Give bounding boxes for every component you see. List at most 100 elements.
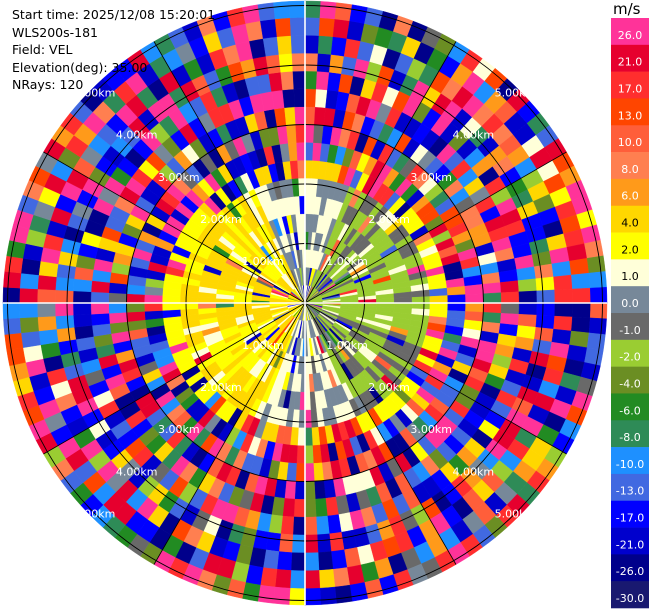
ring-label: 1.00km [326,255,368,268]
gate-cell [334,2,353,22]
gate-cell [447,294,466,304]
gate-cell [318,17,336,37]
gate-cell [276,551,293,571]
radial-line [304,41,457,304]
gate-cell [554,302,574,318]
gate-cell [37,274,57,291]
scan-info-panel: Start time: 2025/12/08 15:20:01 WLS200s-… [12,6,215,94]
gate-cell [3,271,22,289]
ring-label: 3.00km [410,171,452,184]
gate-cell [588,317,607,335]
gate-cell [6,347,26,367]
gate-cell [315,515,330,535]
gate-cell [315,71,330,91]
gate-cell [280,515,295,535]
gate-cell [317,551,334,571]
gate-cell [144,294,163,304]
gate-cell [588,271,607,289]
gate-cell [294,481,306,500]
gate-cell [296,445,306,464]
gate-cell [144,302,163,312]
gate-cell [4,332,24,351]
radial-line [43,151,306,304]
gate-cell [19,272,39,290]
gate-cell [55,276,75,292]
gate-cell [554,288,574,304]
range-ring-labels: 1.00km 1.00km 1.00km 1.00km 2.00km 2.00km 2.00… [74,87,536,521]
gate-cell [304,177,312,197]
gate-cell [465,302,484,313]
field-label: Field: VEL [12,42,73,58]
gate-cell [518,302,538,316]
ring-label: 2.00km [368,213,410,226]
gate-cell [553,315,573,332]
gate-cell [429,295,449,304]
ring-label: 1.00km [242,255,284,268]
gate-cell [553,274,573,291]
gate-cell [465,293,484,304]
gate-cell [447,302,466,312]
gate-cell [393,297,413,304]
gate-cell [411,302,431,310]
gate-cell [304,52,319,72]
gate-cell [500,313,520,326]
gate-cell [589,302,608,320]
gate-cell [304,35,320,54]
gate-cell [349,582,369,602]
gate-cell [126,302,145,313]
gate-cell [55,314,75,330]
start-time-label: Start time: 2025/12/08 15:20:01 [12,7,216,22]
gate-cell [482,282,502,294]
gate-cell [2,286,21,304]
gate-cell [316,53,332,73]
ring-label: 2.00km [368,381,410,394]
gate-cell [276,35,293,55]
ring-label: 4.00km [453,129,495,142]
gate-cell [314,480,326,500]
gate-cell [304,106,316,125]
ring-label: 3.00km [158,423,200,436]
gate-cell [295,463,306,482]
ring-label: 4.00km [116,129,158,142]
gate-cell [260,18,278,39]
gate-cell [161,295,181,304]
gate-cell [315,88,328,108]
gate-cell [319,586,337,605]
ring-label: 3.00km [158,171,200,184]
gate-cell [483,292,502,304]
gate-cell [56,327,77,343]
radial-line [304,302,457,565]
gate-cell [304,570,321,589]
gate-cell [304,587,322,606]
gate-cell [2,302,21,320]
gate-cell [293,88,306,108]
ring-label: 2.00km [200,213,242,226]
gate-cell [586,332,606,351]
gate-cell [278,53,294,73]
gate-cell [500,291,520,304]
gate-cell [429,302,449,311]
gate-cell [316,533,332,553]
gate-cell [304,391,311,411]
gate-cell [313,462,324,482]
gate-cell [298,177,306,197]
gate-cell [569,258,590,276]
nrays-label: NRays: 120 [12,77,84,93]
gate-cell [288,0,306,19]
gate-cell [288,587,306,606]
gate-cell [280,71,295,91]
gate-cell [126,311,146,322]
gate-cell [304,534,319,554]
gate-cell [291,52,306,72]
ring-label: 5.00km [495,507,537,520]
gate-cell [290,552,306,572]
gate-cell [4,255,24,274]
gate-cell [273,1,291,20]
gate-cell [37,315,57,332]
gate-cell [304,481,316,500]
gate-cell [265,54,281,75]
gate-cell [108,302,127,314]
gate-cell [304,552,320,572]
gate-cell [257,2,276,22]
